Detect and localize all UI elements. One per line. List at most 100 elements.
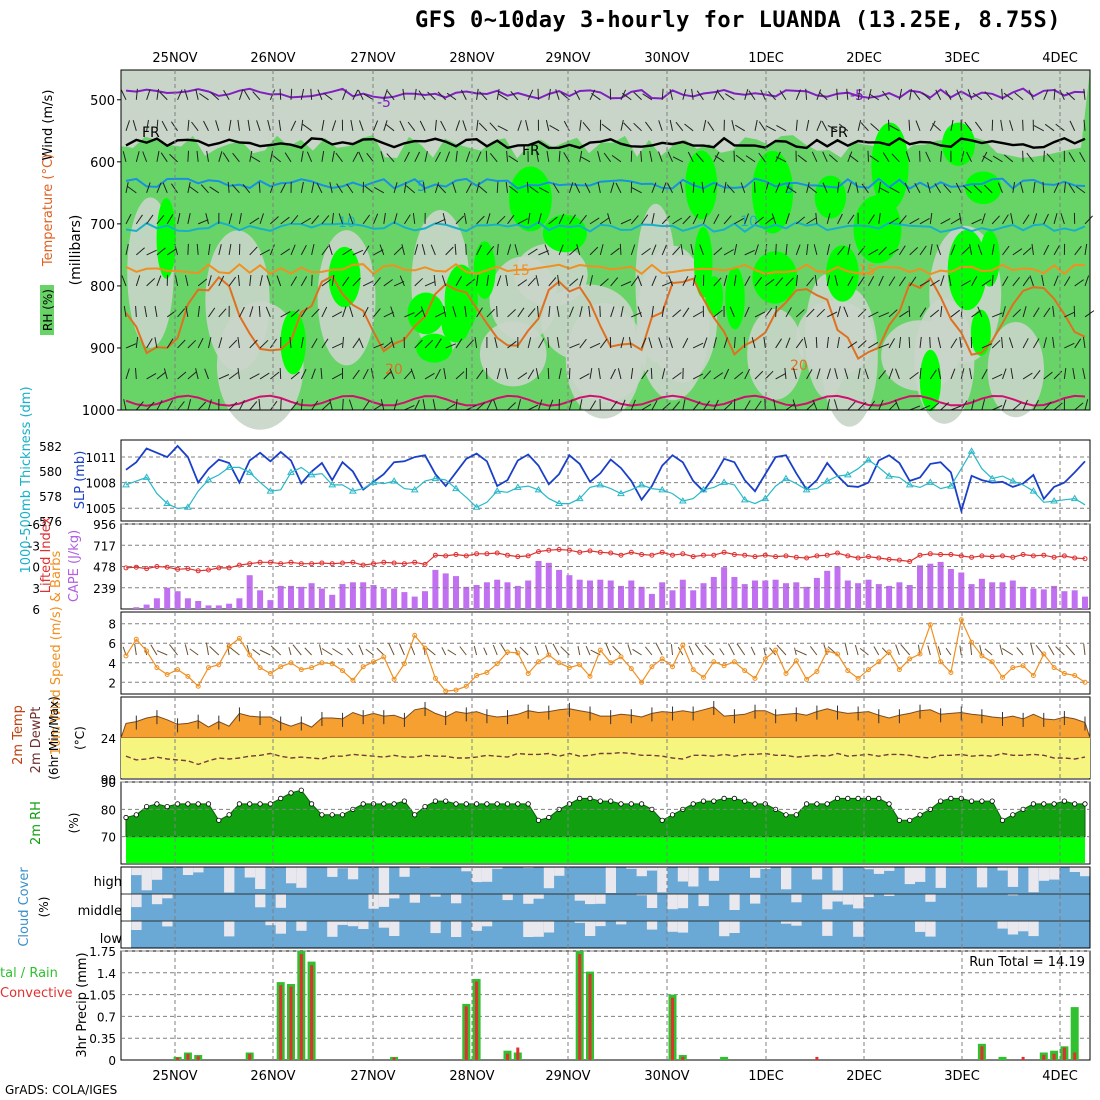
wind-barb: [1002, 245, 1010, 256]
cloud-gap: [822, 921, 833, 936]
wind-barb: [579, 338, 587, 349]
lifted-index-point: [1010, 554, 1016, 560]
wind-barb: [795, 338, 804, 349]
lifted-index-point: [1061, 553, 1067, 559]
wind-barb: [633, 122, 642, 132]
rh2m-point: [1082, 801, 1088, 807]
wind-barb: [537, 399, 543, 411]
wind-barb: [786, 186, 797, 194]
wind-barb: [434, 119, 437, 131]
wind-barb: [940, 402, 950, 411]
wind10m-point: [690, 667, 696, 673]
wind-barb: [775, 277, 784, 287]
wind10m-barb: [459, 646, 467, 656]
wind-barb: [702, 337, 708, 349]
wind-barb: [464, 212, 467, 224]
wind-barb: [668, 337, 674, 349]
wind-barb: [1063, 368, 1067, 380]
wind-barb: [331, 274, 335, 286]
wind-barb: [991, 339, 1001, 349]
wind-barb: [908, 305, 911, 317]
lifted-index-point: [340, 560, 345, 566]
wind-barb: [184, 89, 189, 100]
rh2m-point: [814, 801, 820, 807]
wind-barb: [494, 337, 498, 349]
cape-bar: [679, 579, 686, 609]
wind-barb: [713, 247, 723, 256]
wind-barb: [961, 280, 972, 287]
cloud-gap: [378, 867, 390, 894]
wind10m-barb: [560, 646, 570, 656]
precip-conv-bar: [1052, 1053, 1056, 1060]
cape-bar: [597, 579, 604, 609]
wind-barb: [223, 89, 230, 101]
temp2m-axis-label: 2m Temp: [11, 705, 26, 765]
wind10m-point: [731, 659, 737, 665]
cape-bar: [288, 585, 294, 609]
wind-barb: [373, 249, 384, 256]
rh2m-point: [1051, 801, 1057, 807]
wind-barb: [443, 368, 447, 380]
wind-barb: [960, 368, 965, 380]
wind-barb: [270, 216, 279, 225]
wind10m-point: [257, 665, 263, 671]
lifted-index-point: [329, 561, 335, 567]
wind-barb: [338, 213, 344, 225]
cloud-high-label: high: [94, 875, 122, 890]
wind-barb: [197, 337, 204, 349]
wind-barb: [243, 90, 251, 101]
cape-bar: [133, 607, 140, 609]
wind-barb: [588, 305, 591, 317]
lifted-index-point: [659, 549, 665, 555]
wind-barb: [707, 121, 715, 132]
wind-barb: [405, 185, 416, 194]
lifted-index-point: [1041, 552, 1047, 558]
wind-barb: [682, 215, 691, 225]
wind10m-point: [556, 660, 562, 666]
wind-barb: [321, 338, 329, 349]
wind-barb: [984, 91, 993, 101]
wind10m-point: [907, 656, 913, 662]
cape-bar: [525, 580, 532, 609]
precip-conv-bar: [1042, 1055, 1046, 1060]
rh-dry-patch: [636, 245, 710, 401]
cape-axis-label: CAPE (J/kg): [67, 530, 82, 602]
wind-barb: [195, 88, 199, 100]
wind-barb: [610, 277, 619, 287]
wind10m-barb: [854, 644, 859, 656]
wind-barb: [1074, 402, 1084, 411]
wind-barb: [661, 88, 664, 100]
wind-barb: [1012, 181, 1016, 193]
wind-barb: [821, 120, 828, 132]
wind-barb: [414, 399, 420, 411]
wind-barb: [517, 307, 525, 318]
lifted-index-point: [896, 557, 902, 563]
wind-barb: [321, 306, 328, 318]
wind-barb: [166, 400, 174, 411]
wind-barb: [603, 152, 612, 163]
wind-barb: [373, 343, 384, 349]
rh-dry-patch: [796, 300, 874, 376]
rh-moist-patch: [751, 150, 794, 234]
rh2m-point: [484, 801, 490, 807]
lifted-index-tick: 3: [32, 582, 40, 596]
wind-barb: [306, 151, 313, 163]
wind-barb: [929, 120, 936, 132]
wind-barb: [465, 339, 474, 349]
wind-barb: [888, 217, 899, 225]
wind-barb: [692, 274, 696, 287]
wind-barb: [908, 336, 911, 348]
wind-barb: [1072, 368, 1076, 380]
wind-barb: [269, 89, 276, 100]
wind-barb: [300, 337, 304, 349]
cloud-gap: [729, 894, 740, 910]
wind-barb: [658, 337, 663, 349]
wind-barb: [317, 89, 323, 100]
lifted-index-point: [309, 561, 315, 567]
thickness-point: [885, 472, 893, 479]
wind-barb: [517, 372, 528, 380]
cape-bar: [741, 584, 748, 609]
wind-barb: [249, 373, 260, 380]
wind-barb: [898, 336, 902, 349]
wind-barb: [196, 150, 199, 162]
